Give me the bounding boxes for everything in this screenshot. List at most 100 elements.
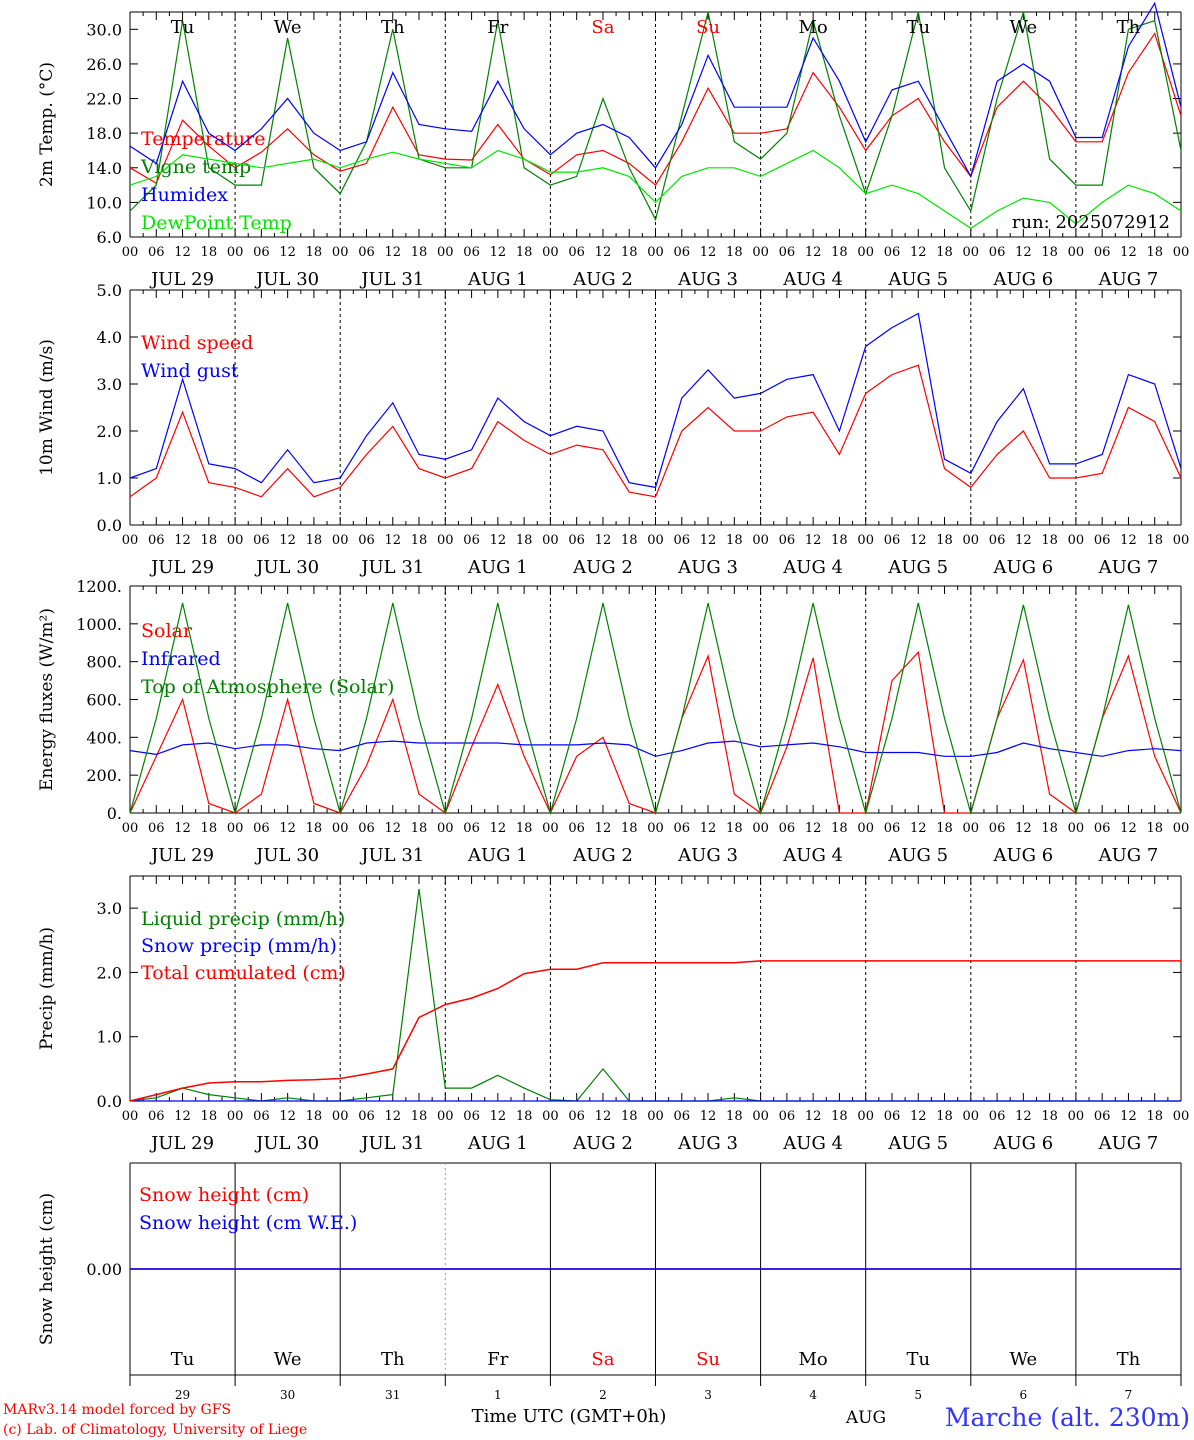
wind-hour-label: 06 — [253, 533, 270, 548]
precip-hour-label: 18 — [936, 1109, 953, 1124]
snow-day-number: 6 — [1020, 1388, 1028, 1402]
energy-date-label: AUG 3 — [677, 845, 738, 866]
precip-hour-label: 06 — [148, 1109, 165, 1124]
precip-hour-label: 00 — [227, 1109, 244, 1124]
precip-series-2 — [129, 960, 1181, 1102]
temp-hour-label: 00 — [752, 245, 769, 260]
temp-hour-label: 00 — [1068, 245, 1085, 260]
wind-hour-label: 18 — [726, 533, 743, 548]
wind-y-tick-label: 1.0 — [97, 469, 122, 488]
energy-hour-label: 00 — [647, 821, 664, 836]
energy-date-label: JUL 30 — [254, 845, 319, 866]
wind-date-label: AUG 2 — [572, 557, 633, 578]
energy-hour-label: 18 — [831, 821, 848, 836]
wind-hour-label: 12 — [384, 533, 401, 548]
snow-weekday-label: We — [1010, 1349, 1038, 1370]
snow-weekday-label: Tu — [171, 1349, 195, 1370]
wind-hour-label: 06 — [884, 533, 901, 548]
energy-hour-label: 00 — [1068, 821, 1085, 836]
temp-hour-label: 18 — [516, 245, 533, 260]
energy-date-label: AUG 1 — [467, 845, 528, 866]
wind-hour-label: 00 — [647, 533, 664, 548]
wind-hour-label: 06 — [674, 533, 691, 548]
wind-y-tick-label: 5.0 — [97, 281, 122, 300]
wind-hour-label: 00 — [1068, 533, 1085, 548]
wind-date-label: AUG 3 — [677, 557, 738, 578]
wind-date-label: AUG 1 — [467, 557, 528, 578]
wind-hour-label: 00 — [227, 533, 244, 548]
precip-hour-label: 00 — [437, 1109, 454, 1124]
energy-hour-label: 06 — [989, 821, 1006, 836]
snow-weekday-label: Th — [1117, 1349, 1141, 1370]
wind-hour-label: 06 — [779, 533, 796, 548]
energy-hour-label: 18 — [516, 821, 533, 836]
energy-hour-label: 18 — [621, 821, 638, 836]
temp-hour-label: 18 — [621, 245, 638, 260]
footer-model: MARv3.14 model forced by GFS — [3, 1402, 231, 1418]
precip-hour-label: 00 — [857, 1109, 874, 1124]
precip-hour-label: 18 — [201, 1109, 218, 1124]
precip-hour-label: 06 — [779, 1109, 796, 1124]
temp-hour-label: 00 — [332, 245, 349, 260]
precip-date-label: AUG 2 — [572, 1133, 633, 1154]
energy-hour-label: 00 — [752, 821, 769, 836]
temp-hour-label: 12 — [174, 245, 191, 260]
energy-hour-label: 12 — [1015, 821, 1032, 836]
wind-hour-label: 06 — [1094, 533, 1111, 548]
precip-date-label: AUG 3 — [677, 1133, 738, 1154]
temp-hour-label: 12 — [910, 245, 927, 260]
temp-y-tick-label: 26.0 — [86, 55, 122, 74]
temp-y-tick-label: 14.0 — [86, 159, 122, 178]
snow-weekday-label: Fr — [487, 1349, 508, 1370]
energy-hour-label: 06 — [779, 821, 796, 836]
precip-hour-label: 00 — [963, 1109, 980, 1124]
energy-hour-label: 06 — [253, 821, 270, 836]
precip-legend-0: Liquid precip (mm/h) — [141, 908, 345, 930]
temp-hour-label: 18 — [726, 245, 743, 260]
temp-hour-label: 18 — [411, 245, 428, 260]
snow-legend-1: Snow height (cm W.E.) — [139, 1212, 357, 1234]
temp-date-label: AUG 6 — [992, 269, 1053, 290]
wind-hour-label: 18 — [1146, 533, 1163, 548]
wind-date-label: JUL 29 — [149, 557, 214, 578]
snow-y-axis-label: Snow height (cm) — [37, 1193, 57, 1345]
snow-day-number: 7 — [1125, 1388, 1133, 1402]
energy-y-axis-label: Energy fluxes (W/m²) — [37, 608, 57, 791]
temp-y-tick-label: 18.0 — [86, 124, 122, 143]
energy-hour-label: 06 — [674, 821, 691, 836]
temp-date-label: AUG 7 — [1098, 269, 1159, 290]
temp-series-2 — [129, 1, 1182, 178]
energy-date-label: JUL 29 — [149, 845, 214, 866]
x-axis-title: Time UTC (GMT+0h) — [472, 1406, 667, 1427]
precip-hour-label: 00 — [542, 1109, 559, 1124]
energy-hour-label: 18 — [201, 821, 218, 836]
temp-hour-label: 06 — [358, 245, 375, 260]
wind-hour-label: 18 — [1041, 533, 1058, 548]
snow-weekday-label: Su — [696, 1349, 720, 1370]
wind-hour-label: 00 — [332, 533, 349, 548]
precip-hour-label: 00 — [1173, 1109, 1190, 1124]
footer-month: AUG — [845, 1408, 886, 1428]
temp-hour-label: 06 — [989, 245, 1006, 260]
energy-date-label: AUG 2 — [572, 845, 633, 866]
precip-date-label: AUG 5 — [887, 1133, 948, 1154]
energy-hour-label: 06 — [358, 821, 375, 836]
temp-hour-label: 12 — [805, 245, 822, 260]
precip-y-tick-label: 0.0 — [97, 1092, 122, 1111]
temp-hour-label: 12 — [279, 245, 296, 260]
precip-date-label: AUG 1 — [467, 1133, 528, 1154]
precip-hour-label: 12 — [1015, 1109, 1032, 1124]
snow-y-tick-label: 0.00 — [86, 1260, 122, 1279]
temp-date-label: JUL 31 — [359, 269, 424, 290]
wind-hour-label: 06 — [989, 533, 1006, 548]
wind-hour-label: 12 — [279, 533, 296, 548]
wind-y-tick-label: 0.0 — [97, 516, 122, 535]
temp-date-label: AUG 2 — [572, 269, 633, 290]
temp-hour-label: 12 — [384, 245, 401, 260]
energy-hour-label: 12 — [805, 821, 822, 836]
temp-date-label: AUG 5 — [887, 269, 948, 290]
temp-weekday-label: Tu — [171, 17, 195, 38]
temp-weekday-label: Mo — [799, 17, 828, 38]
snow-day-number: 4 — [809, 1388, 817, 1402]
temp-y-tick-label: 22.0 — [86, 90, 122, 109]
